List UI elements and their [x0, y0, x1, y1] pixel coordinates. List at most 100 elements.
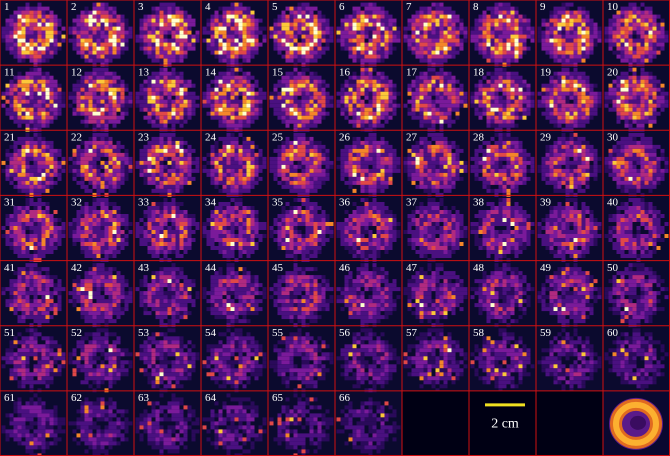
pixel	[594, 96, 598, 100]
pixel	[168, 96, 172, 100]
pixel	[227, 161, 231, 165]
pixel	[223, 108, 227, 112]
pixel	[503, 15, 507, 19]
pixel	[180, 51, 184, 55]
pixel	[499, 145, 503, 149]
pixel	[6, 108, 10, 112]
pixel	[172, 51, 176, 55]
pixel	[192, 92, 196, 96]
pixel	[475, 104, 479, 108]
pixel	[369, 153, 373, 157]
pixel	[306, 96, 310, 100]
pixel	[373, 189, 377, 193]
pixel	[85, 84, 89, 88]
pixel	[54, 84, 58, 88]
pixel	[34, 116, 38, 120]
pixel	[196, 31, 200, 35]
pixel	[97, 27, 101, 31]
pixel	[243, 35, 247, 39]
pixel	[136, 35, 140, 39]
pixel	[77, 104, 81, 108]
pixel	[26, 137, 30, 141]
pixel	[586, 84, 590, 88]
pixel	[176, 27, 180, 31]
pixel	[81, 15, 85, 19]
pixel	[168, 108, 172, 112]
pixel	[148, 31, 152, 35]
pixel	[219, 59, 223, 63]
pixel	[274, 149, 278, 153]
pixel	[310, 19, 314, 23]
pixel	[428, 177, 432, 181]
pixel	[491, 120, 495, 124]
pixel	[302, 141, 306, 145]
pixel	[448, 145, 452, 149]
pixel	[357, 96, 361, 100]
pixel	[251, 165, 255, 169]
pixel	[554, 15, 558, 19]
pixel	[586, 23, 590, 27]
pixel	[314, 169, 318, 173]
pixel	[633, 11, 637, 15]
pixel	[594, 35, 598, 39]
pixel	[50, 120, 54, 124]
pixel	[231, 59, 235, 63]
pixel	[219, 100, 223, 104]
pixel	[140, 27, 144, 31]
pixel	[294, 177, 298, 181]
pixel	[156, 157, 160, 161]
pixel	[211, 173, 215, 177]
pixel	[657, 80, 661, 84]
pixel	[306, 15, 310, 19]
pixel	[483, 181, 487, 185]
pixel	[428, 161, 432, 165]
pixel	[34, 100, 38, 104]
pixel	[306, 112, 310, 116]
pixel	[286, 120, 290, 124]
pixel	[42, 141, 46, 145]
pixel	[554, 92, 558, 96]
pixel	[263, 27, 267, 31]
pixel	[507, 3, 511, 7]
pixel	[105, 161, 109, 165]
pixel	[113, 161, 117, 165]
pixel	[207, 39, 211, 43]
pixel	[46, 72, 50, 76]
pixel	[227, 157, 231, 161]
pixel	[168, 169, 172, 173]
pixel	[278, 153, 282, 157]
pixel	[278, 116, 282, 120]
pixel	[397, 104, 401, 108]
pixel	[373, 165, 377, 169]
pixel	[566, 96, 570, 100]
pixel	[385, 153, 389, 157]
pixel	[377, 39, 381, 43]
pixel	[184, 100, 188, 104]
pixel	[523, 39, 527, 43]
pixel	[97, 124, 101, 128]
pixel	[440, 128, 444, 132]
pixel	[26, 153, 30, 157]
pixel	[93, 124, 97, 128]
pixel	[89, 108, 93, 112]
pixel	[121, 43, 125, 47]
pixel	[93, 68, 97, 72]
pixel	[637, 7, 641, 11]
pixel	[81, 104, 85, 108]
pixel	[77, 88, 81, 92]
pixel	[515, 55, 519, 59]
pixel	[436, 141, 440, 145]
pixel	[444, 104, 448, 108]
pixel	[46, 31, 50, 35]
pixel	[562, 3, 566, 7]
pixel	[243, 169, 247, 173]
pixel	[613, 31, 617, 35]
pixel	[424, 141, 428, 145]
pixel	[144, 39, 148, 43]
pixel	[298, 120, 302, 124]
pixel	[310, 173, 314, 177]
pixel	[176, 100, 180, 104]
pixel	[353, 84, 357, 88]
pixel	[527, 100, 531, 104]
pixel	[499, 55, 503, 59]
